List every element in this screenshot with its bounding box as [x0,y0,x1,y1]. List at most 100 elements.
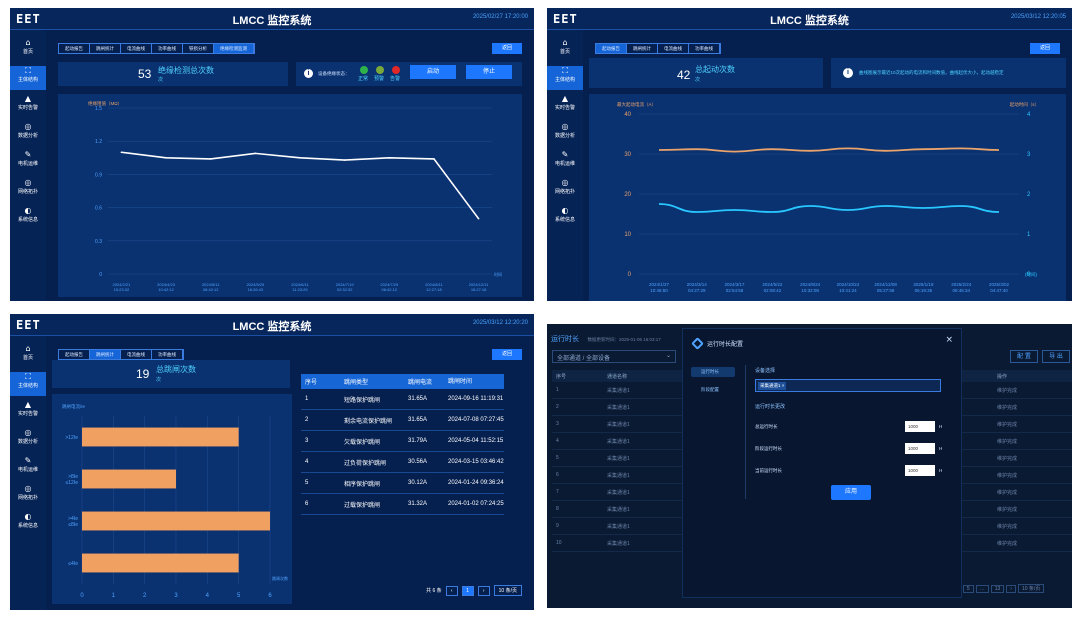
back-button[interactable]: 返回 [1030,43,1060,54]
page-size-select[interactable]: 10 条/页 [1017,584,1045,593]
stat-unit: 次 [156,377,162,383]
sidebar-item-4[interactable]: ✎ 电机运维 [10,456,46,480]
sidebar-item-1[interactable]: ⛶ 主体结构 [10,66,46,90]
channel-select[interactable]: 全部通道 / 全部设备 ⌄ [552,350,676,363]
page-size-select[interactable]: 10 条/页 [493,585,522,596]
sidebar-item-0[interactable]: ⌂ 首页 [547,38,583,62]
maintain-link[interactable]: 维护完成 [997,405,1018,411]
status-caption: 设备绝缘状态： [318,71,350,76]
table-row[interactable]: 2 剩余电流保护跳闸 31.65A 2024-07-08 07:27:45 [301,410,504,431]
tab-3[interactable]: 功率曲线 [689,44,720,53]
header-bar: EET LMCC 监控系统 2025/02/27 17:20:00 [10,8,534,30]
tab-3[interactable]: 功率曲线 [152,350,183,359]
sidebar-item-5[interactable]: ◎ 网络拓扑 [547,178,583,202]
page-button[interactable]: 5 [962,584,974,593]
y-tick-label: 0.9 [95,172,102,178]
y-tick-label: 1.2 [95,139,102,145]
tab-0[interactable]: 起动报告 [59,350,90,359]
sidebar-item-6[interactable]: ◐ 系统信息 [547,206,583,230]
stop-button[interactable]: 停止 [466,65,512,79]
next-page-button[interactable]: › [1006,584,1016,593]
modal-nav-item-stage[interactable]: 阶段配置 [691,385,735,395]
runtime-value-input[interactable]: 1000 [905,421,935,432]
bar [82,511,270,531]
y-tick-label: >4Ie ≤8Ie [68,516,78,528]
back-button[interactable]: 返回 [492,349,522,360]
tab-1[interactable]: 跳闸统计 [90,350,121,359]
tab-2[interactable]: 电流曲线 [121,44,152,53]
sidebar-item-2[interactable]: ▲ 实时告警 [10,94,46,118]
sidebar-item-0[interactable]: ⌂ 首页 [10,344,46,368]
page-1-button[interactable]: 1 [461,585,474,596]
sidebar-icon: ◎ [561,122,569,131]
sidebar-item-2[interactable]: ▲ 实时告警 [10,400,46,424]
tab-2[interactable]: 电流曲线 [658,44,689,53]
table-cell: 采集通道1 [607,405,630,411]
next-page-button[interactable]: › [477,585,490,596]
maintain-link[interactable]: 维护完成 [997,388,1018,394]
y-tick-label: 0 [99,272,102,278]
maintain-link[interactable]: 维护完成 [997,490,1018,496]
app-title: LMCC 监控系统 [232,15,312,27]
device-tag-input[interactable]: 采集通道1 × [755,379,941,392]
tab-5[interactable]: 绝缘检测监测 [214,44,254,53]
sidebar-item-1[interactable]: ⛶ 主体结构 [547,66,583,90]
prev-page-button[interactable]: ‹ [445,585,458,596]
table-row[interactable]: 6 过载保护跳闸 31.32A 2024-01-02 07:24:25 [301,494,504,515]
tab-2[interactable]: 电流曲线 [121,350,152,359]
sidebar-item-0[interactable]: ⌂ 首页 [10,38,46,62]
sidebar-item-3[interactable]: ◎ 数据分析 [547,122,583,146]
table-row[interactable]: 4 过负荷保护跳闸 30.56A 2024-03-15 03:46:42 [301,452,504,473]
table-row[interactable]: 3 欠载保护跳闸 31.79A 2024-05-04 11:52:15 [301,431,504,452]
sidebar-item-4[interactable]: ✎ 电机运维 [10,150,46,174]
table-cell: 欠载保护跳闸 [344,439,381,446]
trip-bar-chart: 跳闸电流/Ie 0 1 2 3 4 5 6 >12Ie >8Ie ≤12Ie >4Ie ≤8Ie ≤4Ie… [62,403,288,599]
maintain-link[interactable]: 维护完成 [997,439,1018,445]
normal-label: 正常 [358,76,369,82]
runtime-value-input[interactable]: 1000 [905,443,935,454]
sidebar-item-1[interactable]: ⛶ 主体结构 [10,372,46,396]
y-tick-label: 1.5 [95,106,102,112]
tab-1[interactable]: 跳闸统计 [90,44,121,53]
tab-1[interactable]: 跳闸统计 [627,44,658,53]
export-button[interactable]: 导 出 [1042,350,1070,363]
maintain-link[interactable]: 维护完成 [997,524,1018,530]
stat-unit: 次 [695,77,701,83]
sidebar-item-5[interactable]: ◎ 网络拓扑 [10,484,46,508]
sidebar-item-6[interactable]: ◐ 系统信息 [10,206,46,230]
maintain-link[interactable]: 维护完成 [997,541,1018,547]
tab-0[interactable]: 起动报告 [59,44,90,53]
sidebar-icon: ⛶ [25,66,31,75]
header-bar: EET LMCC 监控系统 2025/03/12 12:20:20 [10,314,534,336]
y-tick-label: 40 [624,112,631,118]
sidebar-item-6[interactable]: ◐ 系统信息 [10,512,46,536]
sidebar-item-2[interactable]: ▲ 实时告警 [547,94,583,118]
sidebar-icon: ◎ [24,428,32,437]
maintain-link[interactable]: 维护完成 [997,473,1018,479]
config-button[interactable]: 配 置 [1010,350,1038,363]
apply-button[interactable]: 应用 [831,485,871,500]
maintain-link[interactable]: 维护完成 [997,507,1018,513]
x-tick-label: 2024/3/14 04:27:29 [687,282,708,293]
tab-4[interactable]: 铁损分析 [183,44,214,53]
table-row[interactable]: 5 相序保护跳闸 30.12A 2024-01-24 09:36:24 [301,473,504,494]
page-button[interactable]: … [975,584,989,593]
tab-0[interactable]: 起动报告 [596,44,627,53]
back-button[interactable]: 返回 [492,43,522,54]
x-tick-label: 2024/6/11 11:23:25 [291,282,309,292]
table-row[interactable]: 1 短路保护跳闸 31.65A 2024-09-16 11:19:31 [301,389,504,410]
sidebar-item-3[interactable]: ◎ 数据分析 [10,122,46,146]
close-icon[interactable]: × [945,335,953,345]
tab-3[interactable]: 功率曲线 [152,44,183,53]
runtime-value-input[interactable]: 1000 [905,465,935,476]
sidebar-item-3[interactable]: ◎ 数据分析 [10,428,46,452]
maintain-link[interactable]: 维护完成 [997,456,1018,462]
sidebar-item-4[interactable]: ✎ 电机运维 [547,150,583,174]
start-button[interactable]: 启动 [410,65,456,79]
tab-bar: 起动报告 跳闸统计 电流曲线 功率曲线 [58,349,184,360]
modal-nav-item-runtime[interactable]: 运行时长 [691,367,735,377]
page-button[interactable]: 13 [990,584,1005,593]
maintain-link[interactable]: 维护完成 [997,422,1018,428]
device-tag[interactable]: 采集通道1 × [758,382,787,390]
sidebar-item-5[interactable]: ◎ 网络拓扑 [10,178,46,202]
